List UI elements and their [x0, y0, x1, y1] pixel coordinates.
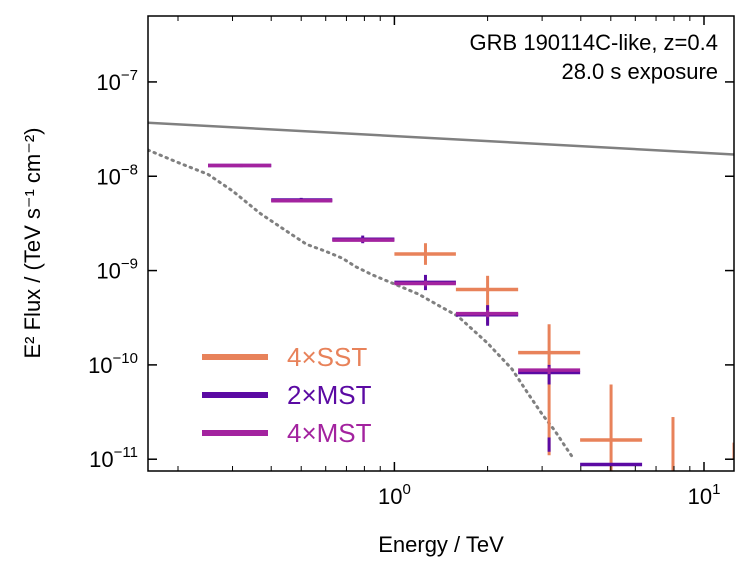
data-point — [332, 238, 395, 243]
data-point — [455, 310, 519, 318]
annotation-title: GRB 190114C-like, z=0.4 — [470, 30, 718, 55]
data-point — [208, 163, 272, 168]
y-axis-label: E² Flux / (TeV s⁻¹ cm⁻²) — [20, 128, 45, 359]
data-point — [394, 280, 456, 287]
x-tick-label: 101 — [688, 481, 721, 509]
data-point — [394, 243, 456, 265]
x-axis-label: Energy / TeV — [378, 532, 504, 557]
data-series — [208, 163, 734, 471]
series-2xmst — [208, 163, 643, 467]
y-tick-label: 10−7 — [96, 67, 138, 95]
axis-tick-labels: 100 101 10−7 10−8 10−9 10−10 10−11 — [88, 67, 720, 509]
data-point — [518, 324, 581, 456]
data-point — [580, 384, 643, 471]
absorbed-model-line — [148, 148, 576, 461]
y-tick-label: 10−10 — [88, 350, 138, 378]
x-tick-label: 100 — [378, 481, 411, 509]
plot-frame — [147, 15, 735, 472]
series-4xsst — [394, 243, 734, 471]
data-point — [271, 198, 333, 203]
legend-label-4xmst: 4×MST — [287, 418, 372, 448]
legend: 4×SST 2×MST 4×MST — [202, 342, 372, 448]
data-point — [518, 366, 581, 375]
legend-label-2xmst: 2×MST — [287, 380, 372, 410]
intrinsic-model-line — [148, 121, 734, 156]
legend-label-4xsst: 4×SST — [287, 342, 367, 372]
y-tick-label: 10−8 — [96, 161, 138, 189]
series-4xmst — [208, 163, 581, 375]
y-tick-label: 10−9 — [96, 256, 138, 284]
y-tick-label: 10−11 — [89, 444, 138, 472]
annotation-exposure: 28.0 s exposure — [561, 59, 718, 84]
model-lines — [148, 121, 734, 461]
axis-ticks — [148, 16, 734, 471]
